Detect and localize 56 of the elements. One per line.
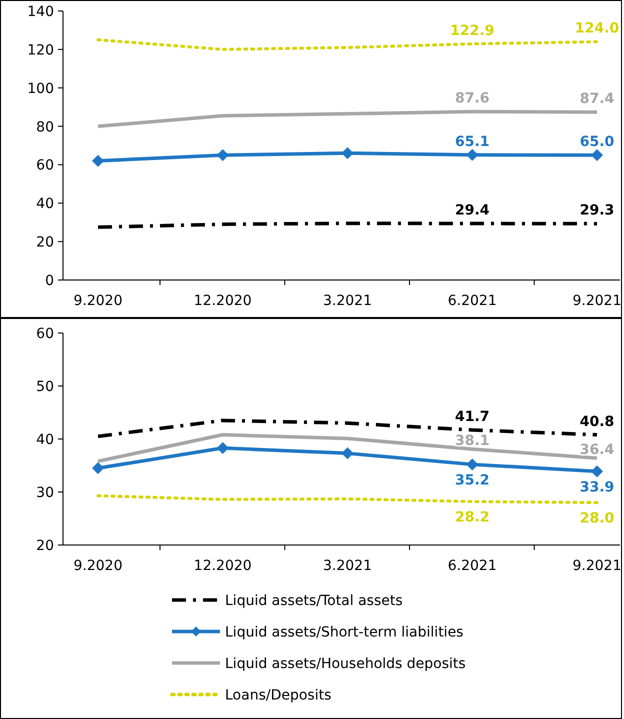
- x-tick-label: 6.2021: [448, 558, 497, 574]
- data-label: 124.0: [574, 20, 620, 37]
- y-tick-label: 80: [36, 119, 54, 136]
- data-label: 87.6: [454, 90, 490, 107]
- legend-label: Liquid assets/Households deposits: [225, 656, 466, 672]
- data-label: 122.9: [450, 22, 494, 39]
- point: [591, 149, 603, 162]
- y-tick-label: 140: [27, 4, 54, 20]
- line-series: [96, 38, 598, 51]
- point: [466, 458, 478, 470]
- data-label: 87.4: [580, 91, 615, 108]
- x-tick-label: 12.2020: [194, 558, 252, 574]
- data-label: 29.4: [454, 202, 490, 219]
- y-tick-label: 120: [27, 42, 54, 58]
- y-tick-label: 20: [36, 538, 54, 554]
- point: [216, 149, 229, 162]
- y-tick-label: 60: [36, 326, 54, 342]
- data-label: 33.9: [580, 479, 614, 496]
- y-tick-label: 100: [27, 80, 54, 97]
- x-tick-label: 3.2021: [323, 293, 372, 309]
- legend-label: Liquid assets/Total assets: [225, 593, 403, 609]
- y-tick-label: 20: [36, 234, 54, 251]
- x-tick-label: 3.2021: [323, 558, 372, 574]
- y-tick-label: 40: [36, 432, 54, 448]
- data-label: 28.2: [454, 510, 490, 526]
- data-label: 38.1: [454, 433, 490, 450]
- x-tick-label: 6.2021: [448, 293, 497, 309]
- y-tick-label: 60: [36, 158, 54, 174]
- x-tick-label: 9.2021: [572, 293, 622, 309]
- data-label: 65.1: [454, 134, 490, 150]
- legend-label: Liquid assets/Short-term liabilities: [225, 624, 464, 640]
- y-tick-label: 50: [36, 379, 54, 395]
- x-tick-label: 9.2020: [74, 293, 122, 309]
- data-label: 65.0: [580, 134, 615, 150]
- data-label: 41.7: [454, 408, 490, 425]
- data-label: 40.8: [580, 414, 614, 430]
- x-tick-label: 12.2020: [194, 293, 252, 309]
- point: [92, 462, 104, 474]
- point: [591, 465, 603, 478]
- line-series: [96, 110, 599, 128]
- data-label: 29.3: [580, 202, 614, 219]
- legend-label: Loans/Deposits: [225, 688, 332, 704]
- point: [92, 154, 104, 167]
- data-label: 28.0: [580, 510, 615, 527]
- point: [342, 147, 354, 160]
- y-tick-label: 30: [36, 485, 54, 501]
- y-tick-label: 40: [36, 196, 54, 212]
- point: [342, 447, 354, 460]
- data-label: 36.4: [580, 442, 615, 458]
- line-series: [96, 494, 598, 504]
- x-tick-label: 9.2020: [74, 558, 122, 574]
- x-tick-label: 9.2021: [572, 558, 622, 574]
- data-label: 35.2: [454, 472, 490, 488]
- point: [216, 442, 229, 454]
- point: [466, 148, 478, 161]
- y-tick-label: 0: [45, 273, 54, 289]
